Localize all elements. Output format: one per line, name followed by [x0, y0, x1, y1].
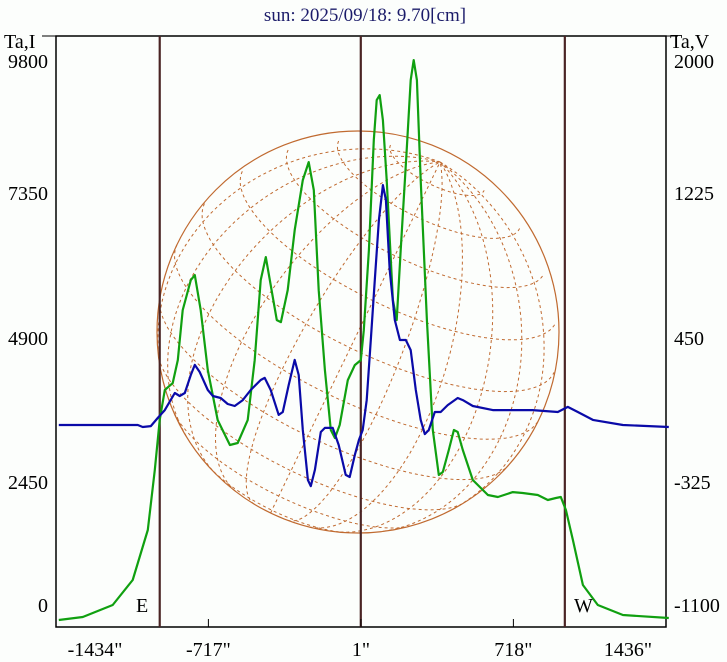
solar-disk-grid: [156, 130, 560, 534]
right-tick-label: 450: [674, 328, 704, 350]
left-tick-label: 9800: [8, 51, 48, 73]
right-tick-label: -1100: [674, 595, 720, 617]
left-tick-label: 7350: [8, 183, 48, 205]
meridian-line: [383, 161, 523, 532]
parallel-line: [173, 244, 540, 440]
x-tick-label: 1": [352, 639, 370, 661]
parallel-line: [158, 357, 462, 511]
parallel-line: [158, 298, 508, 481]
meridian-line: [214, 161, 441, 492]
right-tick-label: 2000: [674, 51, 714, 73]
meridian-line: [309, 161, 463, 529]
meridian-line: [270, 161, 441, 514]
x-tick-label: 1436": [604, 639, 652, 661]
meridian-line: [167, 155, 441, 437]
right-tick-label: 1225: [674, 183, 714, 205]
east-limb-label: E: [136, 595, 148, 617]
solar-limb-circle: [156, 130, 560, 534]
x-tick-label: -1434": [68, 639, 123, 661]
parallel-line: [173, 413, 409, 529]
west-limb-label: W: [574, 595, 593, 617]
polarization-line: [58, 184, 669, 488]
x-tick-label: -717": [186, 639, 231, 661]
left-tick-label: 4900: [8, 328, 48, 350]
x-tick-label: 718": [494, 639, 532, 661]
chart-title: sun: 2025/09/18: 9.70[cm]: [264, 5, 466, 26]
right-tick-label: -325: [674, 472, 711, 494]
left-axis-label: Ta,I: [4, 31, 35, 53]
parallel-line: [285, 149, 545, 289]
left-tick-label: 2450: [8, 472, 48, 494]
meridian-line: [245, 161, 441, 505]
left-tick-label: 0: [38, 595, 48, 617]
meridian-line: [287, 161, 443, 522]
parallel-line: [389, 144, 485, 196]
intensity-line: [58, 59, 669, 622]
parallel-line: [201, 203, 555, 393]
right-axis-label: Ta,V: [670, 31, 710, 53]
